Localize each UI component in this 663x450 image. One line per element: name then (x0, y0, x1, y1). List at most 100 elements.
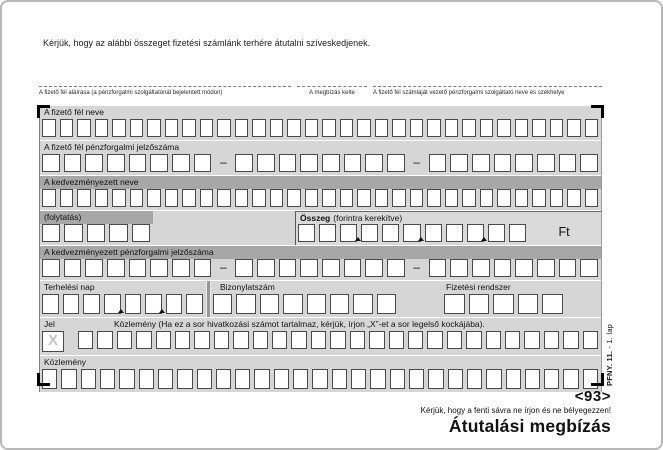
payer-account-boxes: – – (40, 154, 601, 175)
char-box (165, 294, 183, 314)
char-box (138, 369, 154, 389)
beneficiary-account-row: A kedvezményezett pénzforgalmi jelzőszám… (40, 245, 601, 280)
char-box (407, 331, 424, 349)
char-box (269, 189, 283, 207)
char-box (199, 119, 213, 137)
char-box (85, 154, 104, 172)
char-box (278, 259, 297, 277)
char-box (213, 331, 230, 349)
char-box (542, 294, 563, 314)
section-divider (206, 281, 211, 317)
char-box (567, 119, 581, 137)
char-box (124, 294, 142, 314)
char-box (77, 119, 91, 137)
char-box (493, 259, 512, 277)
char-box (558, 154, 577, 172)
flag-label: Jel (44, 319, 55, 329)
char-box (374, 119, 388, 137)
char-box (322, 154, 340, 172)
char-box (94, 119, 108, 137)
char-box (472, 154, 490, 172)
corner-mark-top-right (591, 105, 604, 118)
char-box (424, 224, 442, 242)
char-box (497, 189, 511, 207)
char-box (392, 119, 406, 137)
char-box (287, 189, 301, 207)
char-box (479, 189, 493, 207)
char-box (549, 119, 563, 137)
char-box (351, 369, 367, 389)
char-box (257, 259, 275, 277)
char-box (445, 224, 463, 242)
char-box (273, 369, 290, 389)
char-box (283, 294, 303, 314)
char-box (532, 119, 546, 137)
char-box (524, 331, 540, 349)
char-box (340, 224, 361, 242)
char-box (514, 119, 528, 137)
debit-day-label: Terhelési nap (40, 281, 206, 294)
char-box (343, 259, 362, 277)
beneficiary-name-row: A kedvezményezett neve (40, 175, 601, 210)
char-box (172, 259, 190, 277)
char-box (450, 154, 469, 172)
char-box (300, 259, 319, 277)
char-box (131, 224, 151, 242)
char-box (157, 369, 174, 389)
group-separator-dash: – (220, 155, 227, 169)
char-box (306, 294, 326, 314)
payer-account-row: A fizető fél pénzforgalmi jelzőszáma – – (40, 140, 601, 175)
char-box (532, 189, 546, 207)
char-box (119, 369, 135, 389)
char-box (300, 154, 319, 172)
payment-system-section: Fizetési rendszer (437, 281, 601, 317)
char-box (150, 259, 169, 277)
remittance-ref-note: Közlemény (Ha ez a sor hivatkozási számo… (114, 319, 485, 329)
char-box (59, 189, 73, 207)
char-box (129, 189, 143, 207)
char-box (349, 331, 366, 349)
char-box (353, 294, 373, 314)
char-box (112, 119, 126, 137)
char-box (427, 189, 441, 207)
amount-boxes-strip: Ft (296, 224, 601, 245)
char-box (370, 369, 386, 389)
continuation-section: (folytatás) (40, 211, 153, 245)
char-box (42, 189, 56, 207)
char-box (129, 119, 143, 137)
remittance-label: Közlemény (40, 356, 601, 369)
currency-label: Ft (558, 225, 570, 239)
amount-label-note: (forintra kerekítve) (333, 213, 403, 223)
char-box (136, 331, 152, 349)
form-sheet: - 1. lap (605, 324, 614, 351)
char-box (387, 259, 405, 277)
char-box (217, 189, 231, 207)
char-box (584, 119, 598, 137)
char-box (86, 224, 106, 242)
char-box (252, 189, 266, 207)
char-box (99, 369, 116, 389)
char-box (236, 294, 256, 314)
char-box (304, 189, 318, 207)
char-box (322, 119, 336, 137)
char-box (447, 369, 463, 389)
payer-name-label: A fizető fél neve (40, 106, 601, 119)
beneficiary-name-boxes (40, 189, 601, 210)
char-box (339, 189, 353, 207)
char-box (466, 369, 483, 389)
char-box (62, 294, 80, 314)
char-box (558, 259, 577, 277)
char-box (514, 189, 528, 207)
char-box (42, 224, 61, 242)
payment-system-label: Fizetési rendszer (437, 281, 601, 294)
char-box (215, 369, 232, 389)
char-box (164, 189, 178, 207)
char-box (257, 154, 275, 172)
corner-mark-bottom-left (37, 373, 50, 386)
signature-strip: A fizető fél aláírása (a pénzforgalmi sz… (39, 86, 602, 96)
char-box (182, 189, 196, 207)
char-box (147, 189, 161, 207)
char-box (537, 154, 555, 172)
payer-account-label: A fizető fél pénzforgalmi jelzőszáma (40, 141, 601, 154)
char-box (235, 369, 251, 389)
